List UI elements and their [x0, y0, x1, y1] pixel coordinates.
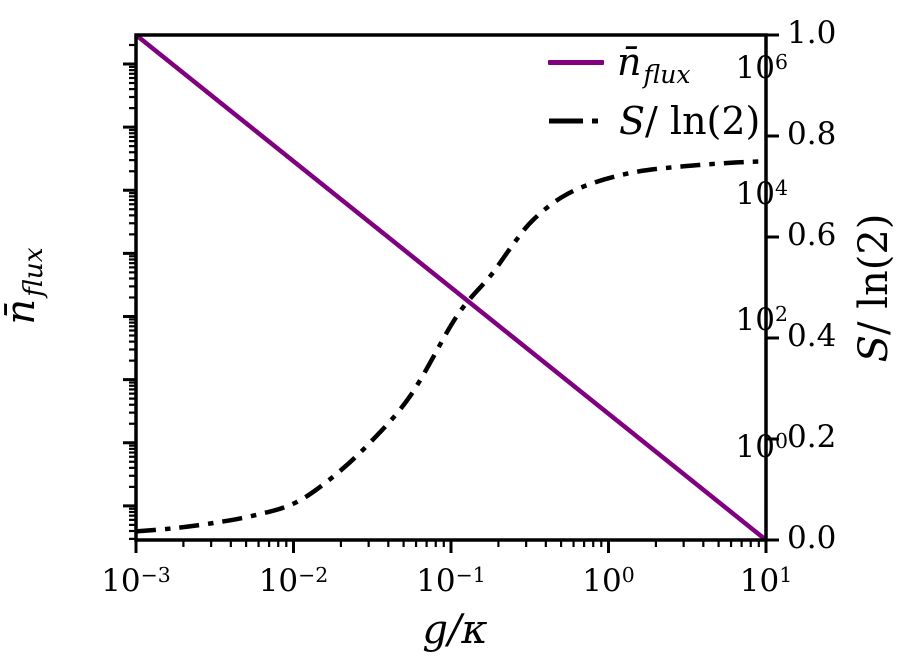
left-y-axis-label-main: n̄	[0, 298, 44, 325]
right-y-axis-label-rest: / ln(2)	[851, 213, 897, 335]
entropy-curve	[135, 159, 767, 534]
right-y-axis-label-prefix: S	[851, 335, 897, 363]
right-y-major-ticks	[766, 33, 779, 542]
left-y-axis-label: n̄flux	[0, 247, 49, 325]
left-y-major-ticks	[123, 62, 136, 508]
left-y-axis-label-subscript: flux	[17, 247, 49, 297]
nflux-line	[134, 33, 768, 542]
x-axis-label-text: g/κ	[422, 607, 488, 653]
x-axis-label: g/κ	[422, 610, 487, 650]
right-y-axis-label: S/ ln(2)	[851, 213, 897, 363]
x-major-ticks	[134, 540, 768, 553]
plot-frame	[134, 33, 768, 542]
